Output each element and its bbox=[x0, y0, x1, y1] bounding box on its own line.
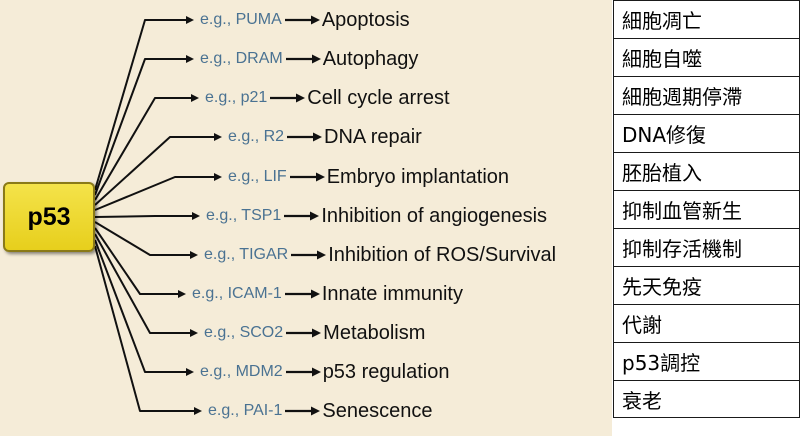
connector-line bbox=[94, 221, 191, 256]
target-row: e.g., ICAM-1 Innate immunity bbox=[192, 282, 463, 306]
translation-cell: 細胞週期停滯 bbox=[613, 76, 800, 114]
translation-cell: 抑制存活機制 bbox=[613, 228, 800, 266]
outcome-label: Innate immunity bbox=[321, 282, 463, 305]
connector-line bbox=[94, 227, 179, 295]
connector-arrowhead bbox=[186, 368, 194, 376]
outcome-label: Metabolism bbox=[323, 321, 426, 344]
gene-example-label: e.g., p21 bbox=[205, 89, 268, 106]
arrow-right-icon bbox=[270, 93, 306, 103]
target-row: e.g., p21 Cell cycle arrest bbox=[205, 86, 450, 110]
connector-line bbox=[94, 215, 193, 218]
gene-example-label: e.g., TIGAR bbox=[204, 246, 289, 263]
gene-example-label: e.g., R2 bbox=[228, 128, 285, 145]
connector-arrowhead bbox=[190, 329, 198, 337]
p53-hub-label: p53 bbox=[27, 202, 71, 231]
connector-arrowhead bbox=[194, 407, 202, 415]
gene-example-label: e.g., DRAM bbox=[200, 50, 283, 67]
p53-hub-box: p53 bbox=[3, 182, 95, 252]
arrow-right-icon bbox=[285, 54, 321, 64]
connector-arrowhead bbox=[214, 173, 222, 181]
translation-cell: 胚胎植入 bbox=[613, 152, 800, 190]
translation-cell: 先天免疫 bbox=[613, 266, 800, 304]
arrow-right-icon bbox=[286, 328, 322, 338]
target-row: e.g., TIGAR Inhibition of ROS/Survival bbox=[204, 243, 556, 267]
target-row: e.g., PUMA Apoptosis bbox=[200, 8, 410, 32]
arrow-right-icon bbox=[284, 15, 320, 25]
translation-table: 細胞凋亡 細胞自噬 細胞週期停滯 DNA修復 胚胎植入 抑制血管新生 抑制存活機制 先天免疫代… bbox=[613, 0, 800, 418]
arrow-right-icon bbox=[284, 289, 320, 299]
gene-example-label: e.g., PUMA bbox=[200, 11, 282, 28]
translation-cell: 代謝 bbox=[613, 304, 800, 342]
gene-example-label: e.g., LIF bbox=[228, 168, 287, 185]
connector-line bbox=[94, 176, 215, 211]
connector-line bbox=[94, 233, 191, 334]
gene-example-label: e.g., SCO2 bbox=[204, 324, 284, 341]
arrow-right-icon bbox=[285, 406, 321, 416]
outcome-label: Inhibition of angiogenesis bbox=[321, 204, 548, 227]
translation-cell: p53調控 bbox=[613, 342, 800, 380]
connector-line bbox=[94, 239, 187, 373]
connector-arrowhead bbox=[186, 16, 194, 24]
arrow-right-icon bbox=[285, 367, 321, 377]
gene-example-label: e.g., ICAM-1 bbox=[192, 285, 282, 302]
arrow-right-icon bbox=[287, 132, 323, 142]
outcome-label: Embryo implantation bbox=[326, 165, 510, 188]
outcome-label: DNA repair bbox=[324, 125, 422, 148]
connector-arrowhead bbox=[178, 290, 186, 298]
connector-arrowhead bbox=[191, 94, 199, 102]
target-row: e.g., TSP1 Inhibition of angiogenesis bbox=[206, 204, 547, 228]
target-row: e.g., MDM2 p53 regulation bbox=[200, 360, 449, 384]
connector-arrowhead bbox=[192, 212, 200, 220]
outcome-label: Apoptosis bbox=[321, 8, 410, 31]
connector-line bbox=[94, 136, 215, 206]
outcome-label: Autophagy bbox=[322, 47, 419, 70]
translation-cell: DNA修復 bbox=[613, 114, 800, 152]
connector-line bbox=[94, 97, 192, 201]
translation-cell: 細胞自噬 bbox=[613, 38, 800, 76]
connector-line bbox=[94, 19, 187, 191]
arrow-right-icon bbox=[291, 250, 327, 260]
outcome-label: Senescence bbox=[322, 399, 433, 422]
target-row: e.g., R2 DNA repair bbox=[228, 125, 422, 149]
outcome-label: Cell cycle arrest bbox=[307, 86, 450, 109]
connector-line bbox=[94, 245, 195, 412]
target-row: e.g., DRAM Autophagy bbox=[200, 47, 418, 71]
arrow-right-icon bbox=[284, 211, 320, 221]
gene-example-label: e.g., TSP1 bbox=[206, 207, 282, 224]
gene-example-label: e.g., MDM2 bbox=[200, 363, 283, 380]
p53-pathway-diagram: p53 e.g., PUMA Apoptosis e.g., DRAM Autopha… bbox=[0, 0, 612, 436]
connector-arrowhead bbox=[186, 55, 194, 63]
connector-line bbox=[94, 58, 187, 196]
gene-example-label: e.g., PAI-1 bbox=[208, 402, 283, 419]
translation-cell: 抑制血管新生 bbox=[613, 190, 800, 228]
connector-lines bbox=[94, 16, 222, 415]
target-row: e.g., SCO2 Metabolism bbox=[204, 321, 425, 345]
outcome-label: Inhibition of ROS/Survival bbox=[328, 243, 557, 266]
connector-arrowhead bbox=[190, 251, 198, 259]
translation-cell: 衰老 bbox=[613, 380, 800, 418]
outcome-label: p53 regulation bbox=[322, 360, 450, 383]
target-row: e.g., PAI-1 Senescence bbox=[208, 399, 432, 423]
connector-arrowhead bbox=[214, 133, 222, 141]
target-row: e.g., LIF Embryo implantation bbox=[228, 165, 509, 189]
translation-cell: 細胞凋亡 bbox=[613, 0, 800, 38]
arrow-right-icon bbox=[289, 172, 325, 182]
